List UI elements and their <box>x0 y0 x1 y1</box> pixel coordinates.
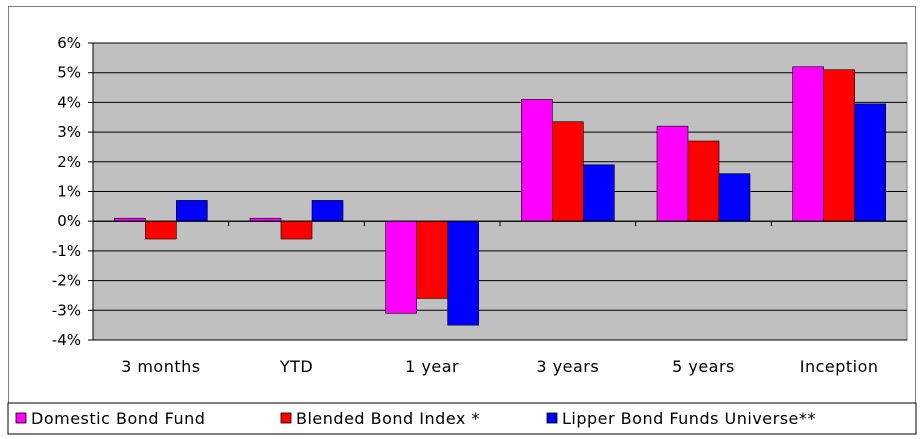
bar <box>552 121 584 222</box>
legend-box <box>7 402 917 435</box>
x-tick-label: 3 months <box>121 357 201 376</box>
bar <box>311 200 344 222</box>
x-tick-label: YTD <box>279 357 313 376</box>
bar <box>280 220 313 240</box>
bar <box>385 220 417 314</box>
bar <box>447 220 479 326</box>
legend-label: Blended Bond Index * <box>296 409 480 428</box>
legend-label: Lipper Bond Funds Universe** <box>562 409 816 428</box>
legend-swatch <box>15 412 27 424</box>
bar <box>583 164 615 222</box>
bar <box>656 125 689 222</box>
x-tick-label: 5 years <box>672 357 735 376</box>
legend-swatch <box>280 412 292 424</box>
bar <box>792 66 824 222</box>
y-tick-label: -3% <box>52 301 81 319</box>
bar <box>687 140 720 222</box>
bar <box>854 103 886 222</box>
legend-swatch <box>546 412 558 424</box>
x-tick-label: Inception <box>800 357 879 376</box>
y-tick-label: 6% <box>57 34 81 52</box>
y-tick-label: 5% <box>57 64 81 82</box>
x-tick-label: 1 year <box>405 357 459 376</box>
bar <box>521 99 553 222</box>
bar <box>176 200 208 222</box>
y-tick-label: 0% <box>57 212 81 230</box>
y-tick-label: -1% <box>52 242 81 260</box>
x-tick-label: 3 years <box>536 357 599 376</box>
y-tick-label: -2% <box>52 272 81 290</box>
bar <box>823 69 855 222</box>
y-tick-label: 2% <box>57 153 81 171</box>
y-tick-label: 1% <box>57 183 81 201</box>
legend-label: Domestic Bond Fund <box>31 409 205 428</box>
y-tick-label: -4% <box>52 331 81 349</box>
bar <box>416 220 448 299</box>
y-tick-label: 3% <box>57 123 81 141</box>
bar <box>145 220 177 240</box>
bar <box>718 173 751 222</box>
y-tick-label: 4% <box>57 93 81 111</box>
